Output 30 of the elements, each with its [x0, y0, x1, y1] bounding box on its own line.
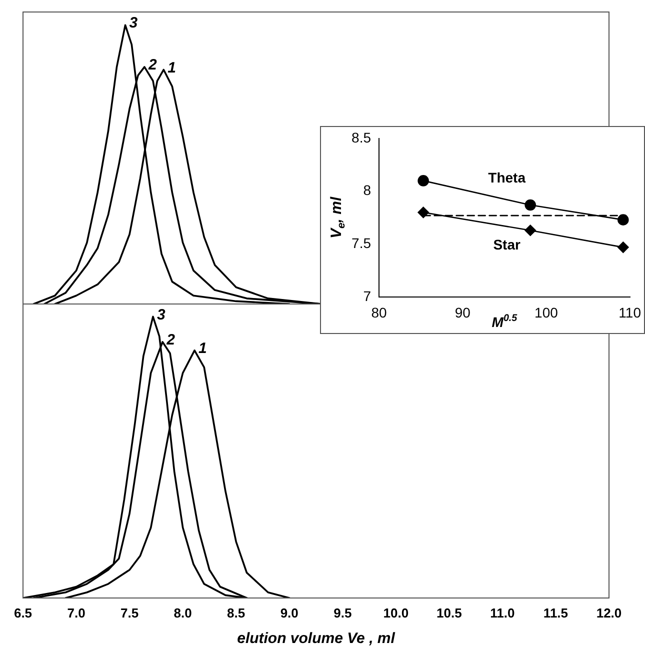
x-tick-label: 7.0: [67, 605, 86, 620]
x-tick-label: 7.5: [120, 605, 139, 620]
x-tick-label: 6.5: [14, 605, 32, 620]
x-tick-label: 9.0: [280, 605, 298, 620]
x-axis-title: elution volume Ve , ml: [237, 630, 396, 648]
x-tick-label: 12.0: [596, 605, 622, 620]
x-tick-label: 110: [618, 304, 642, 320]
x-tick-label: 10.0: [383, 605, 409, 620]
y-tick-label: 7.5: [352, 234, 372, 251]
series-label: Theta: [488, 170, 526, 186]
x-tick-label: 11.0: [490, 605, 515, 620]
x-tick-label: 90: [454, 304, 471, 320]
x-tick-label: 11.5: [543, 605, 568, 620]
series-label: 2: [166, 332, 176, 349]
x-tick-label: 100: [534, 304, 558, 320]
series-label: 1: [198, 340, 207, 358]
x-tick-label: 8.5: [227, 605, 246, 620]
series-label: 3: [129, 14, 138, 32]
series-label: 3: [156, 306, 166, 324]
x-tick-label: 8.0: [174, 605, 192, 620]
series-label: 1: [168, 59, 176, 76]
y-tick-label: 8.5: [352, 129, 372, 146]
y-tick-label: 7: [363, 288, 372, 304]
y-tick-label: 8: [363, 182, 372, 198]
series-label: 2: [147, 56, 158, 74]
series-label: Star: [493, 236, 521, 252]
x-tick-label: 9.5: [334, 605, 352, 620]
x-tick-label: 10.5: [436, 605, 462, 620]
y-axis-title: Ve, ml: [328, 196, 348, 239]
x-tick-label: 80: [371, 304, 387, 320]
